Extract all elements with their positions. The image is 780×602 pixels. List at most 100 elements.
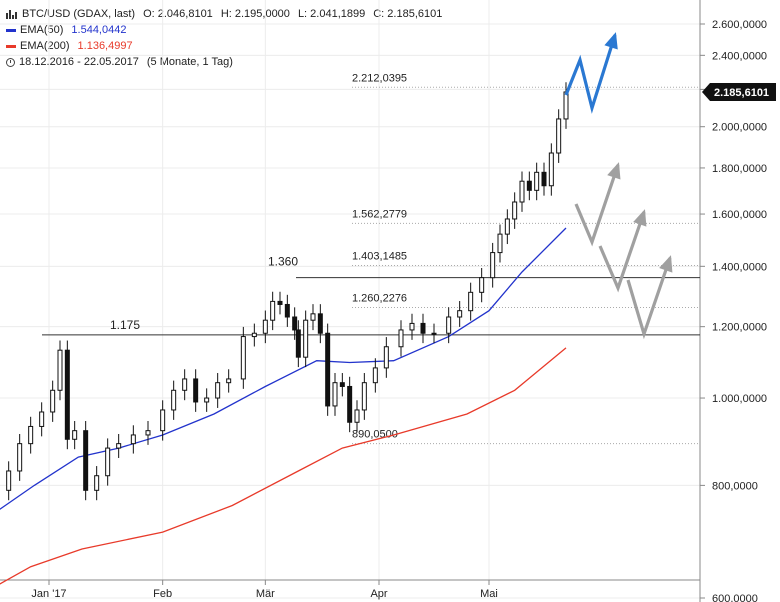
candle-body — [145, 430, 151, 436]
level-label: 1.403,1485 — [352, 250, 407, 262]
x-tick-label: Jan '17 — [31, 588, 66, 600]
candle-body — [251, 332, 257, 338]
legend-ema200-row: EMA(200) 1.136,4997 — [6, 38, 442, 54]
y-tick-label: 600,0000 — [712, 593, 758, 602]
gray-scenario-arrow-head — [607, 162, 621, 180]
candle-body — [317, 313, 323, 334]
y-tick-label: 1.800,0000 — [712, 163, 767, 175]
candle-body — [457, 310, 463, 318]
level-label: 890,0500 — [352, 429, 398, 441]
x-tick-label: Apr — [370, 588, 387, 600]
bullish-scenario-arrow-head — [604, 32, 618, 50]
candle-body — [354, 409, 360, 423]
candle-body — [303, 319, 309, 358]
candle-body — [361, 382, 367, 411]
y-tick-label: 2.400,0000 — [712, 50, 767, 62]
candle-body — [325, 332, 331, 407]
candle-body — [72, 430, 78, 440]
open-value: O: 2.046,8101 — [143, 8, 213, 20]
candle-body — [182, 378, 188, 391]
candle-body — [292, 316, 298, 331]
candle-body — [17, 443, 23, 472]
candle-body — [262, 319, 268, 334]
y-tick-label: 2.600,0000 — [712, 19, 767, 31]
last-price-label: 2.185,6101 — [714, 87, 769, 99]
candle-body — [479, 277, 485, 293]
candle-body — [383, 346, 389, 369]
candle-body — [50, 389, 56, 413]
candle-body — [446, 316, 452, 334]
candle-body — [57, 349, 63, 391]
y-tick-label: 1.400,0000 — [712, 261, 767, 273]
candle-body — [526, 180, 532, 191]
candle-body — [284, 303, 290, 318]
candle-body — [270, 300, 276, 321]
y-tick-label: 1.200,0000 — [712, 322, 767, 334]
candle-body — [504, 218, 510, 235]
ema200-label: EMA(200) — [20, 40, 70, 52]
candle-body — [193, 378, 199, 403]
level-label: 1.260,2276 — [352, 292, 407, 304]
y-tick-label: 1.000,0000 — [712, 393, 767, 405]
ema200-swatch — [6, 44, 16, 48]
gray-scenario-arrow — [626, 257, 672, 340]
candle-body — [534, 171, 540, 191]
gray-scenario-arrow — [574, 164, 620, 247]
candle-body — [116, 443, 122, 449]
candle-body — [83, 430, 89, 491]
gray-scenario-arrow — [598, 211, 646, 293]
candle-body — [468, 291, 474, 312]
candle-body — [420, 322, 426, 334]
x-tick-label: Mai — [480, 588, 498, 600]
level-label: 2.212,0395 — [352, 72, 407, 84]
candle-body — [39, 411, 45, 427]
candle-body — [431, 332, 437, 335]
candle-body — [171, 389, 177, 411]
chart-legend: BTC/USD (GDAX, last) O: 2.046,8101 H: 2.… — [6, 6, 442, 70]
candle-body — [226, 378, 232, 384]
last-price-badge — [702, 82, 776, 101]
gray-scenario-arrow-head — [633, 209, 647, 227]
y-tick-label: 2.000,0000 — [712, 122, 767, 134]
candle-body — [215, 382, 221, 399]
gray-scenario-arrow-head — [659, 255, 673, 273]
candle-body — [64, 349, 70, 440]
candle-body — [310, 313, 316, 321]
candle-body — [160, 409, 166, 432]
x-tick-label: Mär — [256, 588, 275, 600]
candle-body — [28, 425, 34, 445]
candle-body — [332, 382, 338, 407]
y-tick-label: 1.600,0000 — [712, 209, 767, 221]
legend-price-row: BTC/USD (GDAX, last) O: 2.046,8101 H: 2.… — [6, 6, 442, 22]
candle-body — [519, 180, 525, 203]
candle-body — [105, 447, 111, 477]
candle-body — [347, 385, 353, 423]
candle-body — [556, 118, 562, 154]
ema50-swatch — [6, 28, 16, 32]
ema50-value: 1.544,0442 — [71, 24, 127, 36]
candle-body — [277, 300, 283, 305]
level-label: 1.562,2779 — [352, 208, 407, 220]
close-value: C: 2.185,6101 — [373, 8, 443, 20]
high-value: H: 2.195,0000 — [220, 8, 290, 20]
candle-body — [409, 322, 415, 331]
candle-body — [398, 329, 404, 348]
candle-body — [240, 336, 246, 380]
symbol-label: BTC/USD (GDAX, last) — [22, 8, 136, 20]
clock-icon — [6, 57, 15, 67]
resistance-label: 1.360 — [268, 255, 298, 269]
low-value: L: 2.041,1899 — [297, 8, 366, 20]
interval-label: (5 Monate, 1 Tag) — [146, 56, 233, 68]
y-tick-label: 800,0000 — [712, 480, 758, 492]
candle-body — [497, 233, 503, 254]
candle-body — [372, 367, 378, 384]
candle-body — [130, 434, 136, 445]
candle-body — [490, 252, 496, 279]
ema200-line — [0, 347, 567, 585]
ema50-label: EMA(50) — [20, 24, 64, 36]
candle-body — [295, 329, 301, 358]
candle-body — [204, 397, 210, 403]
candle-body — [6, 470, 12, 491]
candlestick-icon — [6, 9, 18, 19]
